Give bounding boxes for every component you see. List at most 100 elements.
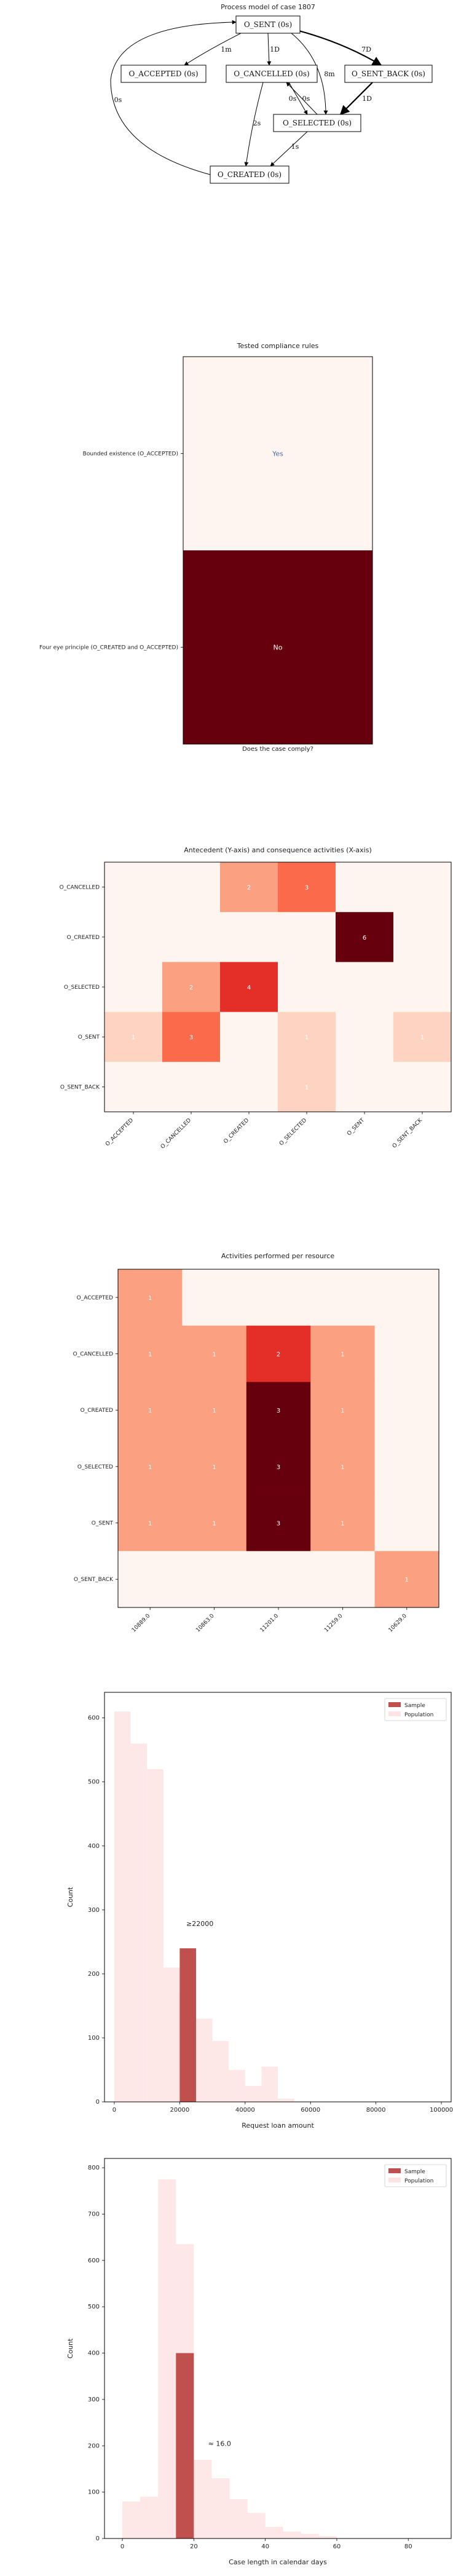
antecedent-cell [393, 1012, 452, 1063]
resource-cell-value: 1 [212, 1464, 216, 1471]
loan-legend-population-swatch [388, 1711, 401, 1716]
resource-cell [374, 1438, 439, 1496]
length-population-bar [158, 2179, 176, 2538]
antecedent-cell-value: 2 [189, 985, 193, 991]
resource-cell [118, 1269, 183, 1326]
antecedent-cell [278, 1061, 336, 1112]
resource-cell-value: 1 [148, 1521, 152, 1528]
compliance-frame [183, 356, 373, 745]
resource-cell [310, 1494, 376, 1552]
antecedent-cell [220, 1012, 278, 1063]
loan-amount-histogram: 0 20000 40000 60000 80000 100000 0 100 200 300 400… [66, 1692, 453, 2130]
resource-col-label: 10863.0 [195, 1613, 216, 1634]
length-x-tick-label: 0 [120, 2543, 124, 2550]
length-population-bar [301, 2534, 319, 2538]
antecedent-cell-value: 1 [305, 1084, 309, 1091]
antecedent-cell [104, 862, 163, 913]
resource-cell [118, 1438, 183, 1496]
edge-label: 1m [221, 46, 232, 54]
antecedent-cell [336, 862, 394, 913]
loan-population-bar [147, 1769, 163, 2102]
antecedent-cell [162, 1061, 221, 1112]
antecedent-frame [104, 862, 452, 1112]
loan-x-tick-label: 60000 [301, 2107, 320, 2114]
process-model-diagram: Process model of case 1807 1m 1D 7D 8m 0s 0s 1… [110, 3, 433, 184]
resource-cell-value: 1 [212, 1408, 216, 1414]
loan-y-tick-label: 300 [88, 1907, 100, 1914]
resource-cell-value: 1 [148, 1352, 152, 1358]
length-xlabel: Case length in calendar days [229, 2558, 327, 2566]
resource-cell [118, 1382, 183, 1439]
resource-row-label: O_SENT_BACK [74, 1577, 114, 1583]
antecedent-cell [393, 1061, 452, 1112]
antecedent-cell [220, 912, 278, 962]
loan-y-tick-label: 400 [88, 1843, 100, 1850]
antecedent-cell [162, 1012, 221, 1063]
loan-legend-sample-swatch [388, 1702, 401, 1707]
edge-label: 2s [253, 119, 261, 127]
antecedent-cell-value: 1 [132, 1034, 135, 1041]
node-label: O_SENT_BACK (0s) [352, 69, 425, 78]
resource-row-label: O_SELECTED [77, 1464, 113, 1470]
length-population-bar [265, 2527, 283, 2538]
antecedent-title: Antecedent (Y-axis) and consequence acti… [184, 846, 372, 854]
length-x-tick-label: 40 [261, 2543, 269, 2550]
edge-label: 1s [291, 143, 299, 151]
resource-cell [310, 1325, 376, 1382]
resource-cell-value: 1 [341, 1464, 344, 1471]
resource-col-label: 10889.0 [131, 1613, 152, 1634]
antecedent-cell-value: 3 [189, 1034, 193, 1041]
length-y-tick-label: 800 [88, 2165, 100, 2171]
loan-population-bar [130, 1743, 148, 2102]
resource-cell [182, 1551, 247, 1608]
antecedent-cell [104, 912, 163, 962]
resource-cell [182, 1269, 247, 1326]
resource-col-label: 11259.0 [323, 1613, 344, 1634]
antecedent-cell [278, 862, 336, 913]
length-legend-sample-swatch [388, 2168, 401, 2173]
resource-cell [246, 1325, 311, 1382]
resource-cell [246, 1551, 311, 1608]
loan-y-tick-label: 100 [88, 2035, 100, 2042]
process-model-title: Process model of case 1807 [221, 3, 315, 11]
edge-cancelled-to-created [244, 82, 264, 167]
loan-x-tick-label: 40000 [235, 2107, 255, 2114]
loan-sample-bar [179, 1948, 196, 2102]
resource-col-label: 11201.0 [259, 1613, 280, 1634]
loan-population-bar [229, 2069, 245, 2102]
length-y-tick-label: 300 [88, 2396, 100, 2403]
node-selected [273, 114, 361, 132]
compliance-xlabel: Does the case comply? [242, 746, 313, 753]
loan-legend-population-label: Population [404, 1712, 433, 1718]
edge-label: 7D [361, 46, 371, 54]
resource-cell [310, 1551, 376, 1608]
resource-cell [118, 1494, 183, 1552]
loan-annotation: ≥22000 [186, 1920, 213, 1928]
node-created [210, 165, 290, 184]
resource-cell [182, 1325, 247, 1382]
loan-x-tick-label: 100000 [430, 2107, 453, 2114]
edge-label: 1D [362, 95, 372, 103]
length-population-bar [140, 2497, 159, 2538]
resource-cell [310, 1438, 376, 1496]
node-sent [235, 15, 301, 34]
loan-population-bar [195, 2018, 213, 2102]
resource-row-label: O_SENT [92, 1521, 114, 1527]
node-label: O_CANCELLED (0s) [234, 69, 309, 78]
edge-selected-to-cancelled [286, 82, 318, 115]
length-y-tick-label: 200 [88, 2443, 100, 2449]
node-cancelled [226, 65, 318, 83]
antecedent-cell [162, 912, 221, 962]
compliance-cell [183, 550, 372, 744]
resource-cell-value: 3 [277, 1464, 280, 1471]
resource-cell [246, 1438, 311, 1496]
resource-cell [246, 1494, 311, 1552]
antecedent-cell [104, 1061, 163, 1112]
node-label: O_SENT (0s) [244, 20, 292, 29]
resource-chart: Activities performed per resource 11 1 2 11… [73, 1252, 439, 1634]
resource-cell [310, 1269, 376, 1326]
edge-selected-to-created [270, 131, 308, 167]
resource-cell-value: 1 [148, 1464, 152, 1471]
length-population-bar [229, 2499, 248, 2538]
